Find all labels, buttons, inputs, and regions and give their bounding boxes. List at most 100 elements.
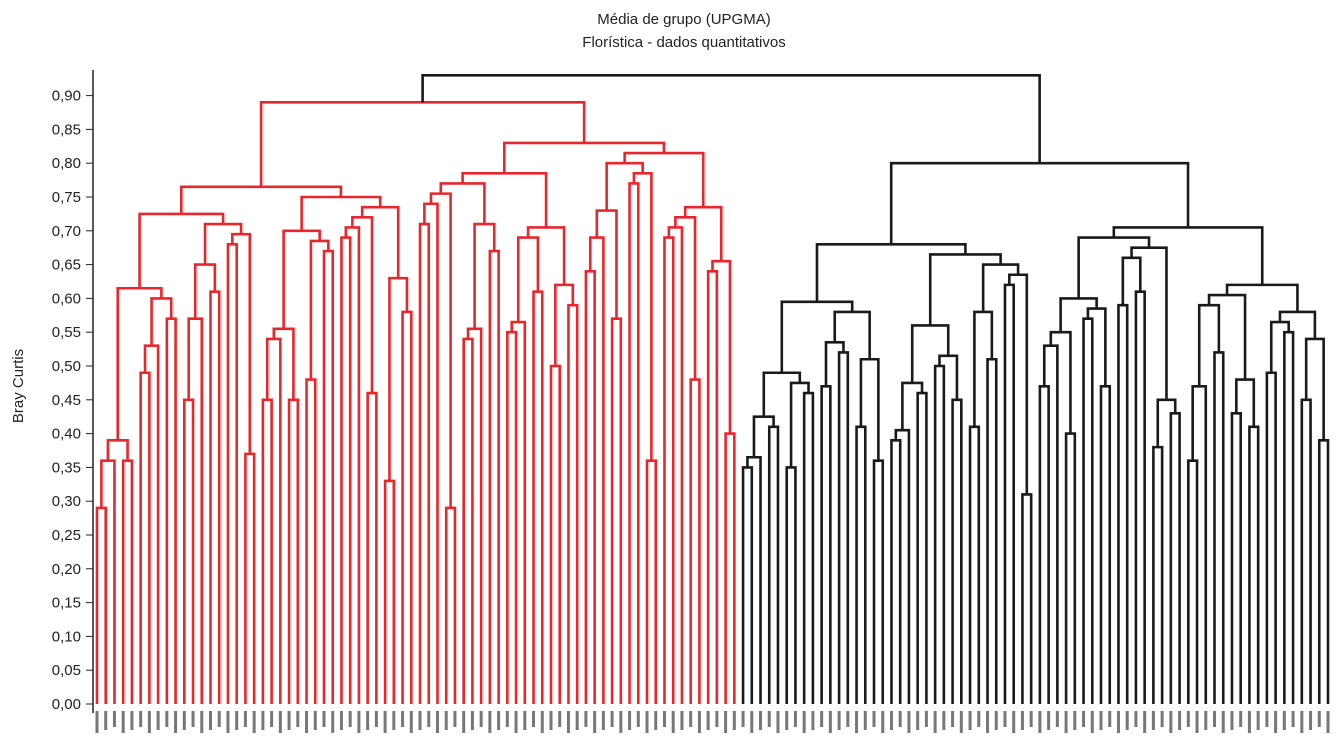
dendrogram-branch — [187, 317, 204, 704]
leaf-label-mark — [1151, 711, 1155, 730]
dendrogram-branch — [986, 357, 998, 704]
leaf-label-mark — [139, 711, 143, 727]
leaf-label-mark — [174, 711, 178, 733]
dendrogram-branch — [401, 310, 413, 704]
leaf-label-mark — [1090, 711, 1094, 733]
leaf-label-mark — [392, 711, 396, 730]
leaf-label-mark — [112, 711, 116, 727]
dendrogram-branch — [1213, 351, 1225, 704]
leaf-label-mark — [837, 711, 841, 730]
dendrogram-branch — [588, 236, 605, 704]
dendrogram-branch — [741, 466, 754, 704]
leaf-label-mark — [130, 711, 134, 730]
leaf-label-mark — [1186, 711, 1190, 727]
leaf-label-mark — [305, 711, 309, 733]
dendrogram-branch — [462, 337, 474, 704]
leaf-label-mark — [488, 711, 492, 733]
dendrogram-branch — [815, 243, 967, 302]
leaf-label-mark — [1300, 711, 1304, 733]
y-tick-label: 0,45 — [52, 392, 81, 409]
leaf-label-mark — [968, 711, 972, 730]
dendrogram-branch — [226, 243, 238, 704]
leaf-label-mark — [636, 711, 640, 727]
leaf-label-mark — [1029, 711, 1033, 727]
y-tick-label: 0,10 — [52, 628, 81, 645]
dendrogram-branch — [388, 276, 409, 481]
leaf-label-mark — [1003, 711, 1007, 727]
dendrogram-branch — [231, 232, 252, 454]
leaf-label-mark — [942, 711, 946, 730]
dendrogram-branch — [595, 209, 618, 319]
dendrogram-branch — [820, 384, 832, 704]
dendrogram-root-branch — [421, 74, 1041, 164]
dendrogram-branch — [100, 459, 116, 704]
y-tick-label: 0,50 — [52, 358, 81, 375]
leaf-label-mark — [1221, 711, 1225, 733]
dendrogram-branch — [444, 506, 457, 704]
leaf-label-mark — [584, 711, 588, 727]
dendrogram-branch — [1112, 226, 1264, 285]
leaf-label-mark — [121, 711, 125, 733]
dendrogram-branch — [1300, 398, 1312, 704]
dendrogram-branch — [466, 327, 483, 704]
leaf-label-mark — [558, 711, 562, 727]
dendrogram-branch — [951, 398, 963, 704]
leaf-label-mark — [820, 711, 824, 727]
dendrogram-branch — [623, 151, 705, 208]
dendrogram-branch — [300, 195, 382, 231]
dendrogram-branch — [366, 391, 378, 704]
leaf-label-mark — [418, 711, 422, 730]
leaf-label-mark — [1082, 711, 1086, 727]
dendrogram-branch — [309, 239, 330, 380]
dendrogram-branch — [488, 249, 500, 704]
dendrogram-branch — [106, 439, 129, 461]
dendrogram-branch — [383, 479, 396, 704]
leaf-label-mark — [732, 711, 736, 730]
dendrogram-branch — [567, 303, 579, 704]
leaf-label-mark — [200, 711, 204, 733]
leaf-label-mark — [1055, 711, 1059, 727]
dendrogram-branch — [209, 290, 221, 704]
leaf-label-mark — [924, 711, 928, 727]
leaf-label-mark — [374, 711, 378, 727]
leaf-label-mark — [261, 711, 265, 730]
dendrogram-branch — [968, 425, 981, 704]
leaf-label-mark — [549, 711, 553, 730]
dendrogram-branch — [1191, 384, 1208, 704]
dendrogram-branch — [1134, 290, 1146, 704]
dendrogram-branch — [180, 185, 343, 214]
dendrogram-branch — [549, 364, 562, 704]
leaf-label-mark — [296, 711, 300, 727]
leaf-label-mark — [1274, 711, 1278, 733]
leaf-label-mark — [1213, 711, 1217, 727]
dendrogram-branch — [1235, 378, 1256, 427]
dendrogram-branch — [423, 202, 439, 704]
leaf-label-mark — [593, 711, 597, 733]
leaf-label-mark — [1047, 711, 1051, 730]
dendrogram-branch — [532, 290, 544, 704]
y-tick-label: 0,40 — [52, 426, 81, 443]
y-tick-label: 0,55 — [52, 324, 81, 341]
dendrogram-branch — [973, 310, 994, 427]
leaf-label-mark — [322, 711, 326, 727]
dendrogram-branch — [1304, 337, 1325, 441]
leaf-label-mark — [243, 711, 247, 727]
leaf-label-mark — [270, 711, 274, 727]
dendrogram-branch — [1152, 445, 1164, 704]
dendrogram-branch — [418, 222, 431, 704]
leaf-label-mark — [898, 711, 902, 727]
y-tick-label: 0,00 — [52, 696, 81, 713]
dendrogram-branch — [526, 226, 566, 285]
dendrogram-branch — [1086, 307, 1107, 387]
dendrogram-branch — [628, 182, 640, 704]
leaf-label-mark — [1282, 711, 1286, 730]
leaf-label-mark — [811, 711, 815, 730]
leaf-label-mark — [147, 711, 151, 733]
leaf-label-mark — [654, 711, 658, 730]
leaf-label-mark — [933, 711, 937, 733]
dendrogram-branch — [139, 371, 151, 704]
leaf-label-mark — [1020, 711, 1024, 730]
dendrogram-branch — [1269, 320, 1291, 373]
dendrogram-branch — [762, 371, 802, 417]
